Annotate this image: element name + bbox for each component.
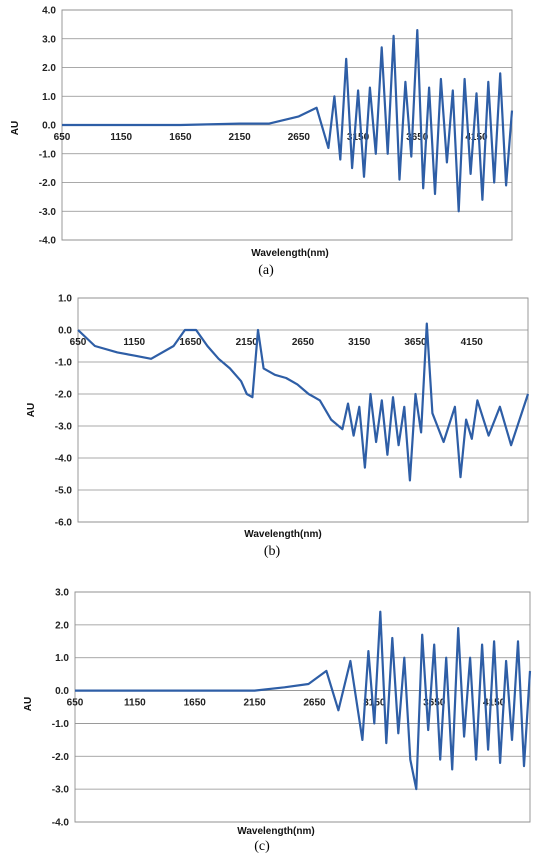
x-tick-label: 2650: [288, 132, 311, 143]
panel-caption: (a): [258, 263, 274, 278]
y-tick-label: -4.0: [39, 236, 57, 247]
panel-caption: (c): [254, 839, 270, 854]
y-tick-label: -2.0: [39, 178, 57, 189]
series-line-2: [75, 610, 532, 791]
y-tick-label: 2.0: [42, 63, 56, 74]
y-tick-label: -2.0: [52, 752, 70, 763]
x-tick-label: 2650: [292, 337, 315, 348]
y-tick-label: -1.0: [39, 149, 57, 160]
y-tick-label: -3.0: [39, 207, 57, 218]
series-line-1: [77, 322, 530, 482]
series-line-0: [62, 29, 514, 213]
x-tick-label: 3650: [423, 698, 446, 709]
y-axis-label: AU: [26, 403, 37, 417]
x-axis-label: Wavelength(nm): [244, 529, 321, 540]
x-tick-label: 2150: [243, 698, 266, 709]
y-tick-label: 3.0: [55, 588, 69, 599]
y-tick-label: -3.0: [52, 785, 70, 796]
x-axis-label: Wavelength(nm): [251, 248, 328, 259]
plot-area-1: [77, 297, 529, 523]
x-tick-label: 4150: [483, 698, 506, 709]
y-tick-label: -1.0: [55, 358, 73, 369]
x-tick-label: 650: [67, 698, 84, 709]
x-tick-label: 1150: [110, 132, 132, 143]
y-tick-label: 0.0: [55, 686, 69, 697]
x-tick-label: 3650: [404, 337, 427, 348]
y-tick-label: -4.0: [52, 818, 70, 829]
x-tick-label: 1650: [184, 698, 207, 709]
y-tick-label: 3.0: [42, 34, 56, 45]
x-tick-label: 3150: [347, 132, 370, 143]
x-tick-label: 1150: [123, 337, 145, 348]
y-tick-label: -6.0: [55, 518, 73, 529]
y-tick-label: 0.0: [42, 121, 56, 132]
y-tick-label: -1.0: [52, 719, 70, 730]
y-tick-label: -3.0: [55, 422, 73, 433]
y-axis-label: AU: [10, 121, 21, 135]
y-tick-label: 1.0: [55, 653, 69, 664]
y-tick-label: -2.0: [55, 390, 73, 401]
panel-caption: (b): [264, 544, 281, 559]
y-tick-label: 4.0: [42, 6, 56, 17]
x-axis-label: Wavelength(nm): [237, 826, 314, 837]
y-tick-label: 1.0: [42, 92, 56, 103]
x-tick-label: 1650: [179, 337, 202, 348]
y-tick-label: 2.0: [55, 620, 69, 631]
x-tick-label: 4150: [461, 337, 484, 348]
y-tick-label: -5.0: [55, 486, 73, 497]
y-tick-label: -4.0: [55, 454, 73, 465]
x-tick-label: 3650: [406, 132, 429, 143]
x-tick-label: 1650: [169, 132, 192, 143]
x-tick-label: 2150: [229, 132, 252, 143]
x-tick-label: 650: [70, 337, 87, 348]
x-tick-label: 1150: [124, 698, 146, 709]
x-tick-label: 2150: [236, 337, 259, 348]
y-tick-label: 1.0: [58, 294, 72, 305]
x-tick-label: 3150: [348, 337, 371, 348]
y-tick-label: 0.0: [58, 326, 72, 337]
y-axis-label: AU: [23, 697, 34, 711]
x-tick-label: 4150: [465, 132, 488, 143]
x-tick-label: 2650: [303, 698, 326, 709]
x-tick-label: 650: [54, 132, 71, 143]
